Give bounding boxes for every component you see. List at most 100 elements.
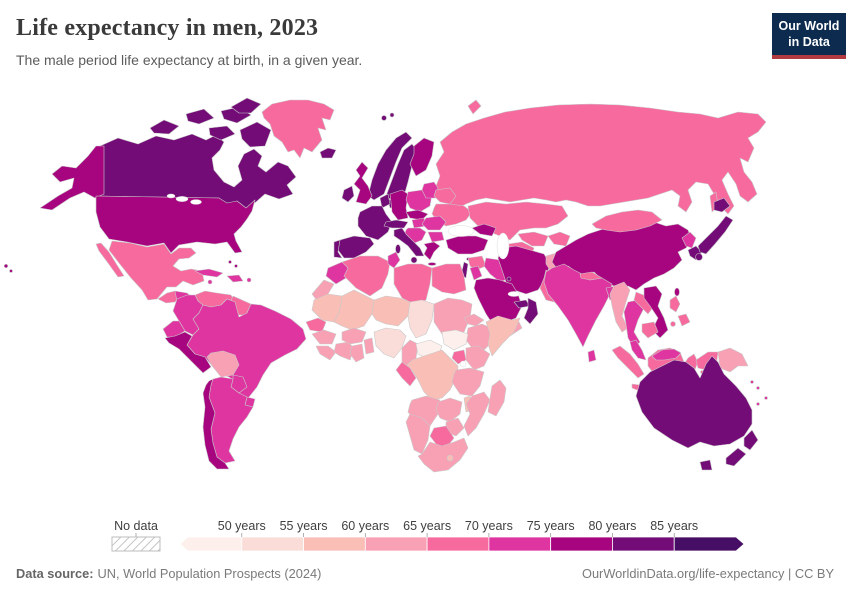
country-iran[interactable] — [497, 245, 551, 295]
country-uzbekistan[interactable] — [517, 231, 549, 247]
country-switzerland_austria[interactable] — [383, 219, 409, 229]
country-canada[interactable] — [149, 119, 180, 135]
country-oman[interactable] — [523, 297, 539, 325]
country-togo_benin[interactable] — [363, 337, 375, 355]
country-canada[interactable] — [208, 125, 236, 141]
country-libya[interactable] — [393, 263, 433, 305]
country-puerto_rico[interactable] — [246, 277, 252, 283]
country-jordan[interactable] — [469, 265, 483, 281]
country-chile[interactable] — [202, 378, 230, 470]
no-data-swatch[interactable] — [111, 536, 161, 552]
country-bolivia[interactable] — [206, 350, 240, 378]
country-tanzania[interactable] — [451, 367, 485, 397]
country-sri_lanka[interactable] — [587, 349, 597, 363]
country-australia[interactable] — [699, 459, 713, 471]
country-turkey[interactable] — [445, 235, 489, 255]
legend-swatch-b65[interactable] — [426, 536, 490, 552]
country-greece[interactable] — [423, 241, 441, 261]
country-caucasus[interactable] — [471, 223, 497, 237]
country-czech_slovakia[interactable] — [405, 209, 429, 221]
country-hispaniola[interactable] — [226, 274, 244, 283]
country-sierra_leone_liberia[interactable] — [315, 345, 337, 361]
country-philippines[interactable] — [670, 321, 676, 327]
country-bulgaria[interactable] — [427, 231, 445, 243]
country-guinea[interactable] — [311, 329, 337, 345]
country-norway[interactable] — [381, 115, 387, 121]
country-mexico[interactable] — [95, 242, 125, 278]
country-italy[interactable] — [410, 256, 418, 264]
country-australia[interactable] — [635, 355, 753, 449]
country-solomon_fiji[interactable] — [756, 386, 760, 390]
country-iceland[interactable] — [319, 147, 337, 159]
legend-swatch-b80[interactable] — [612, 536, 675, 552]
country-russia[interactable] — [467, 99, 482, 115]
country-ireland[interactable] — [341, 185, 355, 203]
country-usa[interactable] — [3, 263, 9, 269]
country-russia[interactable] — [435, 103, 767, 215]
country-canada[interactable] — [230, 97, 262, 114]
country-mongolia[interactable] — [591, 209, 663, 233]
country-france[interactable] — [357, 205, 393, 241]
country-ecuador[interactable] — [162, 320, 186, 338]
country-jamaica[interactable] — [207, 279, 213, 285]
country-madagascar[interactable] — [487, 379, 507, 417]
country-spain[interactable] — [337, 235, 375, 259]
country-italy[interactable] — [395, 244, 401, 254]
country-mexico[interactable] — [108, 240, 205, 301]
country-malaysia[interactable] — [651, 348, 682, 361]
country-japan[interactable] — [697, 215, 734, 255]
country-chad[interactable] — [407, 299, 435, 339]
country-solomon_fiji[interactable] — [756, 402, 760, 406]
country-greece[interactable] — [427, 262, 437, 266]
country-tunisia[interactable] — [387, 251, 401, 269]
country-north_korea[interactable] — [681, 231, 697, 249]
country-saudi_arabia[interactable] — [473, 277, 523, 327]
country-germany[interactable] — [389, 189, 409, 221]
country-kyrgyzstan_tajikistan[interactable] — [547, 231, 571, 247]
country-south_sudan[interactable] — [441, 329, 469, 351]
country-indonesia[interactable] — [611, 345, 645, 379]
country-canada[interactable] — [239, 121, 272, 148]
country-sudan[interactable] — [433, 297, 473, 339]
country-norway[interactable] — [367, 131, 413, 201]
legend-swatch-u50[interactable] — [179, 536, 243, 552]
country-zambia[interactable] — [435, 397, 463, 423]
country-greenland[interactable] — [261, 99, 335, 159]
country-taiwan[interactable] — [674, 287, 680, 297]
country-syria[interactable] — [467, 255, 487, 271]
country-papua_new_guinea[interactable] — [717, 347, 749, 373]
country-japan[interactable] — [713, 197, 731, 213]
country-japan[interactable] — [695, 253, 703, 261]
country-usa[interactable] — [39, 145, 105, 211]
country-cambodia[interactable] — [641, 321, 659, 339]
country-lesotho[interactable] — [446, 454, 454, 462]
country-italy[interactable] — [393, 227, 425, 257]
country-kenya[interactable] — [465, 345, 491, 371]
country-usa[interactable] — [95, 195, 256, 254]
country-usa[interactable] — [9, 269, 13, 273]
country-solomon_fiji[interactable] — [764, 396, 768, 400]
country-canada[interactable] — [93, 133, 297, 209]
country-new_zealand[interactable] — [725, 447, 747, 467]
country-kuwait[interactable] — [506, 276, 512, 282]
country-south_africa[interactable] — [417, 437, 469, 473]
country-cuba[interactable] — [194, 268, 224, 278]
country-netherlands_belgium[interactable] — [379, 193, 391, 209]
credit-link[interactable]: OurWorldinData.org/life-expectancy | CC … — [581, 566, 834, 581]
country-uk[interactable] — [353, 161, 373, 205]
legend-swatch-b50[interactable] — [241, 536, 304, 552]
legend-swatch-b75[interactable] — [550, 536, 613, 552]
country-nigeria[interactable] — [373, 327, 407, 359]
legend-swatch-b60[interactable] — [364, 536, 428, 552]
country-romania[interactable] — [421, 215, 447, 231]
country-eritrea[interactable] — [463, 313, 485, 327]
country-algeria[interactable] — [341, 255, 391, 297]
legend-swatch-b85[interactable] — [673, 536, 745, 552]
country-somalia[interactable] — [485, 315, 521, 357]
country-new_zealand[interactable] — [743, 429, 759, 451]
country-vietnam[interactable] — [643, 285, 669, 339]
country-malaysia[interactable] — [629, 339, 647, 361]
owid-logo[interactable]: Our World in Data — [772, 13, 846, 59]
country-gabon_congo[interactable] — [395, 361, 417, 387]
country-solomon_fiji[interactable] — [750, 380, 754, 384]
